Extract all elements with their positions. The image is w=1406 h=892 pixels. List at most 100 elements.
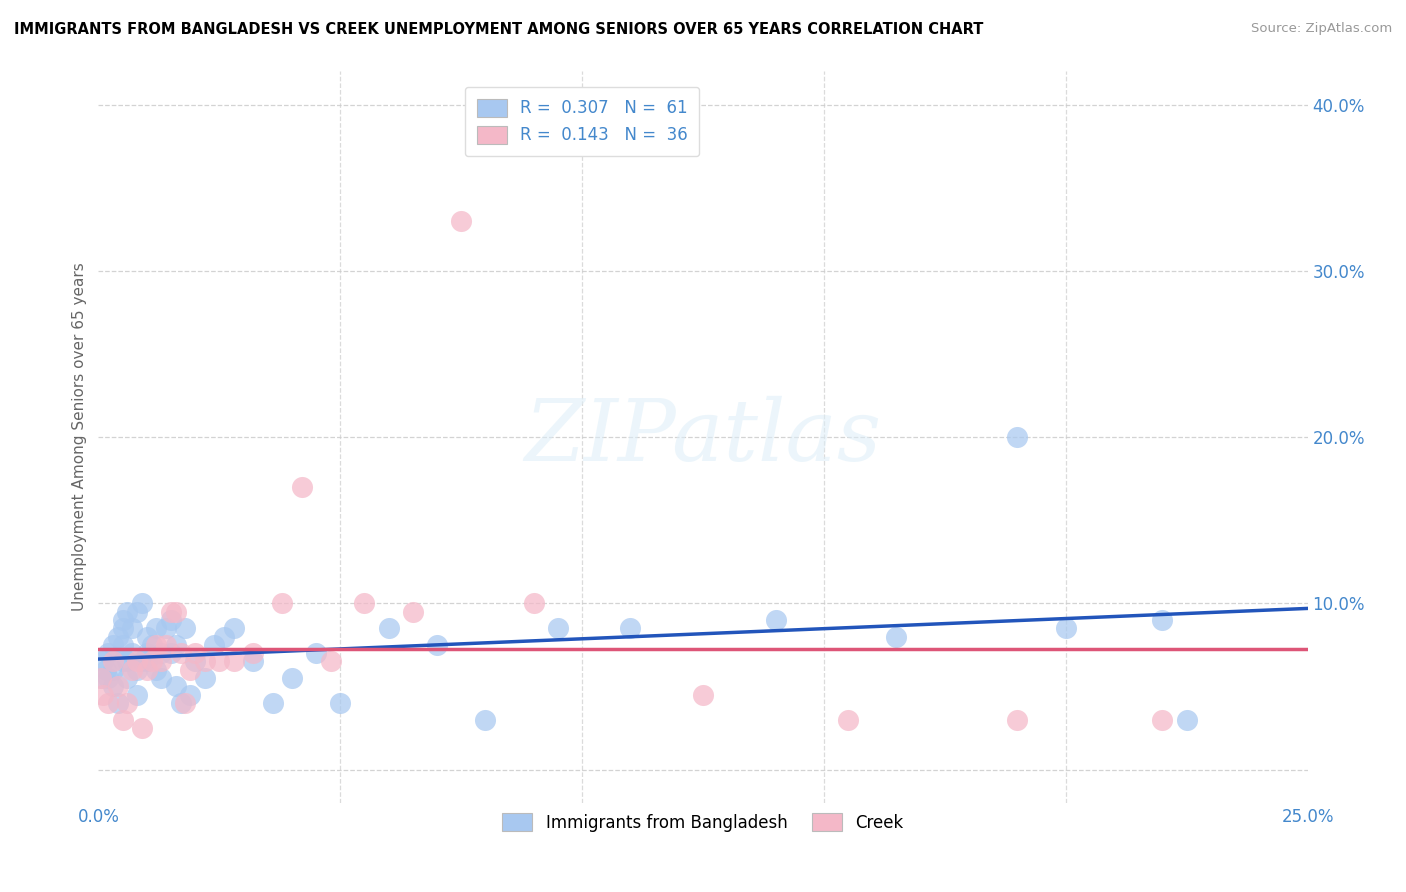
Point bbox=[111, 621, 134, 635]
Point bbox=[179, 688, 201, 702]
Y-axis label: Unemployment Among Seniors over 65 years: Unemployment Among Seniors over 65 years bbox=[72, 263, 87, 611]
Point bbox=[242, 655, 264, 669]
Point bbox=[160, 605, 183, 619]
Point bbox=[281, 671, 304, 685]
Point bbox=[94, 663, 117, 677]
Point bbox=[886, 630, 908, 644]
Point bbox=[135, 663, 157, 677]
Point bbox=[127, 663, 149, 677]
Point bbox=[97, 671, 120, 685]
Point bbox=[1152, 713, 1174, 727]
Point bbox=[523, 596, 546, 610]
Point bbox=[90, 671, 112, 685]
Point bbox=[150, 646, 173, 660]
Point bbox=[160, 613, 183, 627]
Point bbox=[117, 655, 139, 669]
Point bbox=[121, 646, 143, 660]
Point bbox=[204, 638, 226, 652]
Point bbox=[111, 655, 134, 669]
Point bbox=[329, 696, 352, 710]
Point bbox=[242, 646, 264, 660]
Point bbox=[101, 638, 124, 652]
Point bbox=[165, 638, 187, 652]
Point bbox=[97, 646, 120, 660]
Point bbox=[271, 596, 294, 610]
Point bbox=[222, 655, 245, 669]
Point bbox=[169, 696, 191, 710]
Point bbox=[290, 480, 312, 494]
Point bbox=[107, 696, 129, 710]
Point bbox=[111, 613, 134, 627]
Point bbox=[155, 621, 177, 635]
Point bbox=[117, 696, 139, 710]
Point bbox=[127, 688, 149, 702]
Point bbox=[165, 680, 187, 694]
Point bbox=[101, 680, 124, 694]
Point bbox=[194, 655, 217, 669]
Point bbox=[150, 671, 173, 685]
Text: Source: ZipAtlas.com: Source: ZipAtlas.com bbox=[1251, 22, 1392, 36]
Point bbox=[305, 646, 328, 660]
Point bbox=[155, 638, 177, 652]
Point bbox=[837, 713, 859, 727]
Point bbox=[135, 655, 157, 669]
Point bbox=[101, 655, 124, 669]
Point bbox=[145, 621, 167, 635]
Point bbox=[117, 671, 139, 685]
Point bbox=[121, 663, 143, 677]
Point bbox=[179, 663, 201, 677]
Point bbox=[547, 621, 569, 635]
Point bbox=[353, 596, 375, 610]
Point bbox=[145, 663, 167, 677]
Point bbox=[212, 630, 235, 644]
Point bbox=[194, 671, 217, 685]
Point bbox=[169, 646, 191, 660]
Point bbox=[131, 596, 153, 610]
Point bbox=[107, 680, 129, 694]
Point bbox=[1175, 713, 1198, 727]
Point bbox=[91, 688, 114, 702]
Point bbox=[1007, 430, 1029, 444]
Point bbox=[127, 655, 149, 669]
Point bbox=[117, 605, 139, 619]
Point bbox=[222, 621, 245, 635]
Point bbox=[184, 655, 207, 669]
Point bbox=[319, 655, 342, 669]
Point bbox=[150, 655, 173, 669]
Point bbox=[121, 621, 143, 635]
Point bbox=[426, 638, 449, 652]
Point bbox=[262, 696, 284, 710]
Point bbox=[692, 688, 714, 702]
Point bbox=[184, 646, 207, 660]
Point bbox=[165, 605, 187, 619]
Point bbox=[1007, 713, 1029, 727]
Text: IMMIGRANTS FROM BANGLADESH VS CREEK UNEMPLOYMENT AMONG SENIORS OVER 65 YEARS COR: IMMIGRANTS FROM BANGLADESH VS CREEK UNEM… bbox=[14, 22, 983, 37]
Point bbox=[377, 621, 399, 635]
Point bbox=[90, 671, 112, 685]
Point bbox=[145, 638, 167, 652]
Point bbox=[97, 696, 120, 710]
Point bbox=[174, 621, 197, 635]
Point bbox=[101, 663, 124, 677]
Point bbox=[765, 613, 787, 627]
Point bbox=[135, 630, 157, 644]
Point bbox=[160, 646, 183, 660]
Point bbox=[474, 713, 496, 727]
Point bbox=[141, 655, 163, 669]
Point bbox=[208, 655, 231, 669]
Point bbox=[174, 696, 197, 710]
Point bbox=[131, 655, 153, 669]
Point bbox=[1152, 613, 1174, 627]
Point bbox=[91, 655, 114, 669]
Point bbox=[111, 713, 134, 727]
Point bbox=[141, 638, 163, 652]
Point bbox=[135, 646, 157, 660]
Point bbox=[127, 605, 149, 619]
Point bbox=[107, 630, 129, 644]
Text: ZIPatlas: ZIPatlas bbox=[524, 396, 882, 478]
Point bbox=[1054, 621, 1077, 635]
Point bbox=[619, 621, 641, 635]
Legend: Immigrants from Bangladesh, Creek: Immigrants from Bangladesh, Creek bbox=[495, 806, 911, 838]
Point bbox=[402, 605, 425, 619]
Point bbox=[450, 214, 472, 228]
